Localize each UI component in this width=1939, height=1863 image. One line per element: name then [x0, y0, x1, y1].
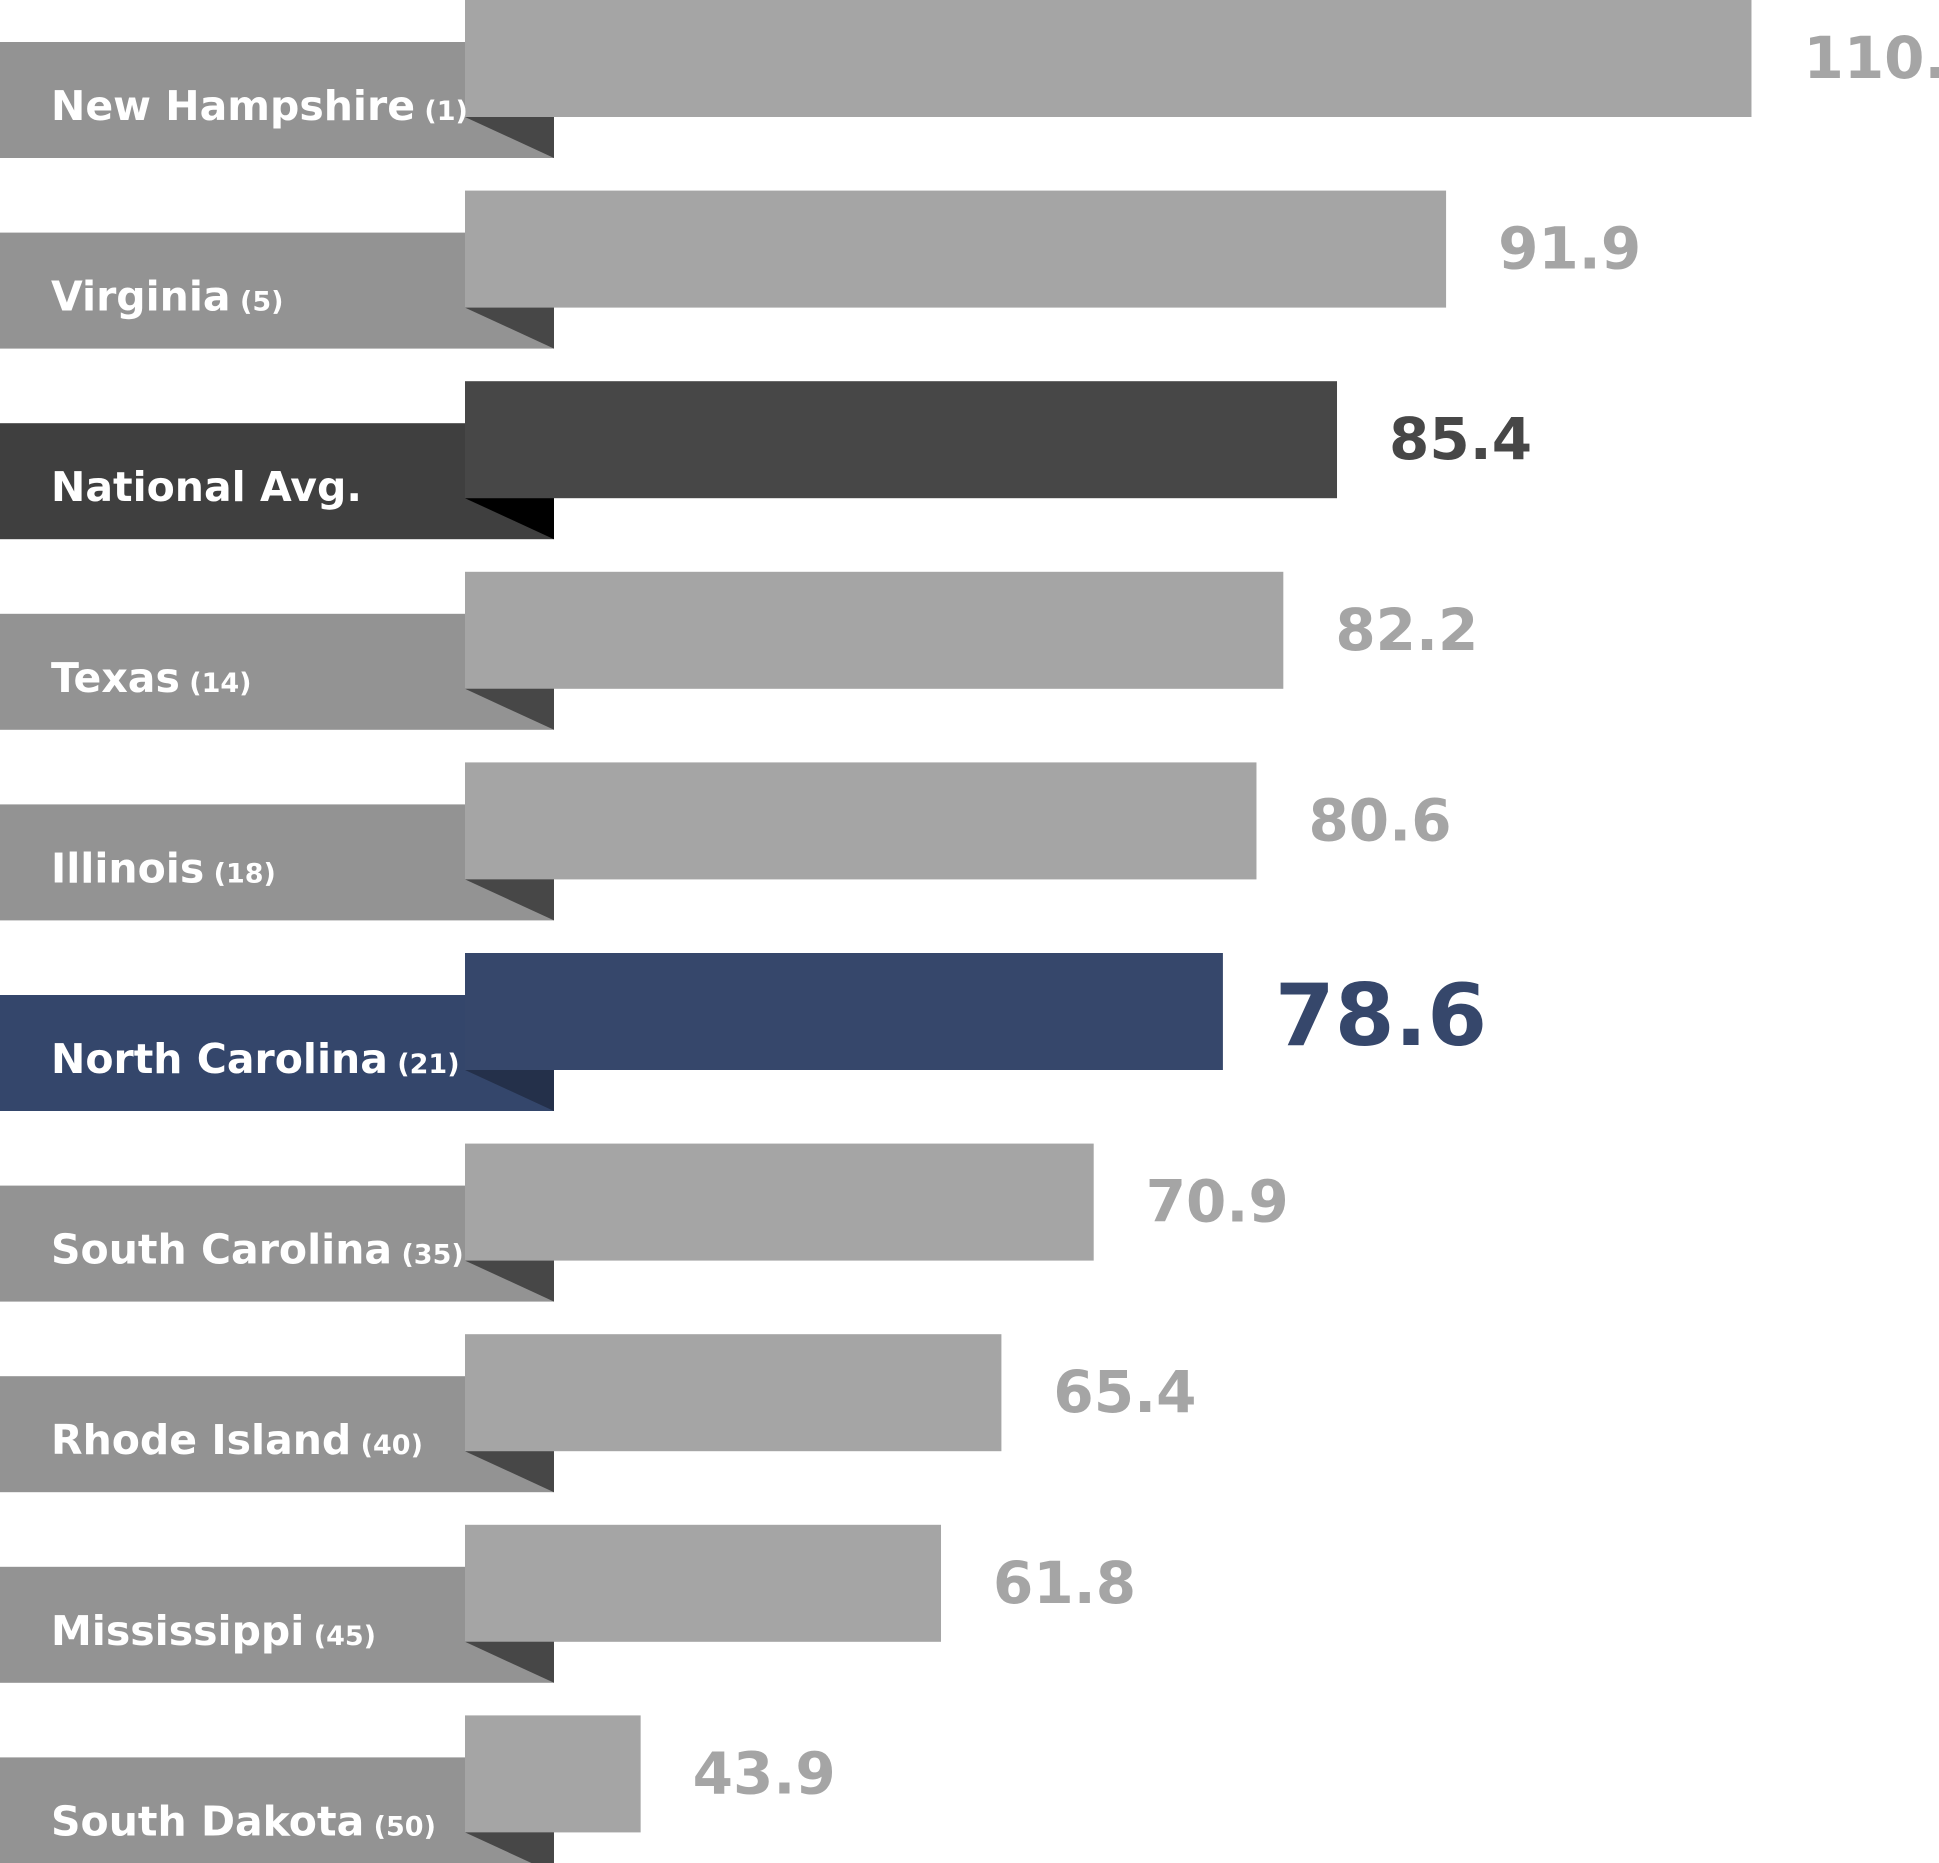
rank-label: (14): [180, 668, 252, 699]
bar: [465, 381, 1338, 499]
bar-fold: [465, 688, 554, 730]
bar: [465, 571, 1284, 689]
label-box: [0, 1185, 554, 1302]
category-name: Illinois: [51, 844, 204, 892]
bar: [465, 0, 1752, 117]
rank-label: (40): [351, 1430, 423, 1461]
category-name: Texas: [51, 654, 180, 702]
label-box: [0, 42, 554, 158]
category-name: New Hampshire: [51, 82, 415, 130]
bar-fold: [465, 1260, 554, 1302]
category-name: North Carolina: [51, 1035, 388, 1083]
value-label: 110.1: [1803, 24, 1939, 92]
category-name: Rhode Island: [51, 1416, 351, 1464]
category-name: Mississippi: [51, 1607, 304, 1655]
value-label: 80.6: [1308, 786, 1451, 854]
value-label: 43.9: [693, 1739, 836, 1807]
label-box: [0, 232, 554, 349]
bar-fold: [465, 1832, 554, 1863]
label-box: [0, 995, 554, 1111]
rank-label: (21): [388, 1049, 460, 1080]
value-label: 78.6: [1275, 966, 1487, 1066]
rank-label: (18): [204, 858, 276, 889]
value-label: 85.4: [1389, 405, 1532, 473]
rank-label: (50): [364, 1811, 436, 1842]
category-name: National Avg.: [51, 463, 362, 511]
category-label: South Carolina (35): [51, 1226, 464, 1274]
rank-label: (35): [392, 1240, 464, 1271]
category-name: Virginia: [51, 273, 231, 321]
category-label: Texas (14): [51, 654, 252, 702]
bar-fold: [465, 1451, 554, 1493]
rank-label: (5): [231, 287, 284, 318]
category-label: Illinois (18): [51, 844, 276, 892]
label-box: [0, 423, 554, 540]
bar-fold: [465, 879, 554, 921]
value-label: 70.9: [1146, 1168, 1289, 1236]
category-label: North Carolina (21): [51, 1035, 460, 1083]
bar: [465, 1143, 1094, 1261]
bar: [465, 1334, 1002, 1452]
category-label: Virginia (5): [51, 273, 283, 321]
bar-fold: [465, 1641, 554, 1683]
category-label: Rhode Island (40): [51, 1416, 423, 1464]
category-name: South Dakota: [51, 1797, 364, 1845]
value-label: 91.9: [1498, 215, 1641, 283]
bar-fold: [465, 307, 554, 349]
value-label: 82.2: [1335, 596, 1478, 664]
category-name: South Carolina: [51, 1226, 392, 1274]
label-box: [0, 613, 554, 730]
category-label: National Avg.: [51, 463, 362, 511]
value-label: 61.8: [993, 1549, 1136, 1617]
category-label: South Dakota (50): [51, 1797, 436, 1845]
bar: [465, 1715, 641, 1833]
bar: [465, 1524, 942, 1642]
bar: [465, 762, 1257, 880]
category-label: New Hampshire (1): [51, 82, 468, 130]
bar: [465, 190, 1447, 308]
value-label: 65.4: [1053, 1358, 1196, 1426]
rank-label: (45): [304, 1621, 376, 1652]
label-box: [0, 804, 554, 921]
label-box: [0, 1376, 554, 1493]
label-box: [0, 1566, 554, 1683]
category-label: Mississippi (45): [51, 1607, 376, 1655]
label-box: [0, 1757, 554, 1863]
rank-label: (1): [415, 96, 468, 127]
bar-fold: [465, 498, 554, 540]
bar-fold: [465, 1070, 554, 1111]
bar-fold: [465, 117, 554, 158]
bar: [465, 953, 1223, 1070]
